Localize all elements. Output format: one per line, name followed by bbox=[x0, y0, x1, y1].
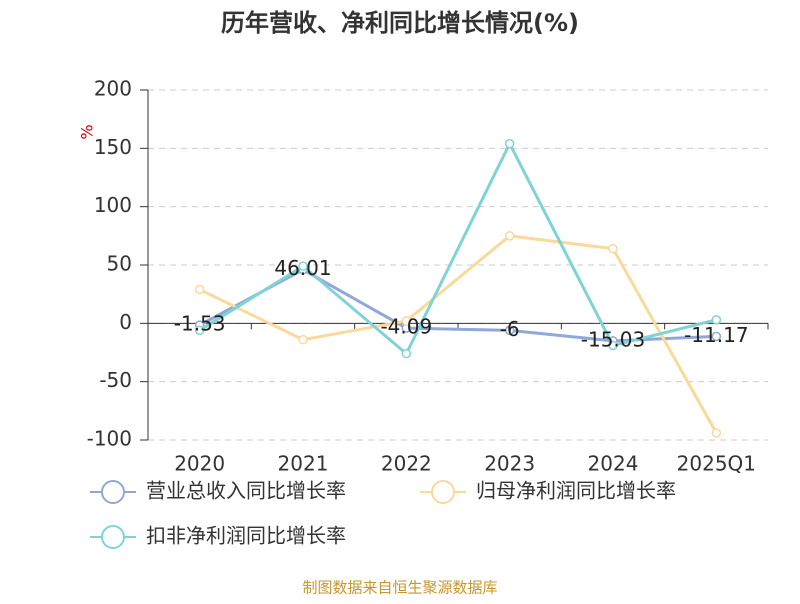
chart-title: 历年营收、净利同比增长情况(%) bbox=[221, 9, 579, 37]
legend-label: 归母净利润同比增长率 bbox=[476, 479, 676, 503]
data-label: 46.01 bbox=[274, 256, 331, 280]
data-point bbox=[711, 315, 722, 325]
data-label: -11.17 bbox=[684, 323, 748, 347]
legend-label: 扣非净利润同比增长率 bbox=[146, 524, 346, 548]
x-tick-label: 2024 bbox=[588, 452, 639, 476]
series-line bbox=[199, 234, 718, 434]
data-point bbox=[608, 340, 618, 351]
data-label: -4.09 bbox=[380, 315, 432, 339]
data-point bbox=[504, 325, 515, 336]
legend-label: 营业总收入同比增长率 bbox=[146, 479, 346, 503]
x-tick-label: 2022 bbox=[381, 452, 432, 476]
y-tick-label: -100 bbox=[87, 427, 132, 451]
x-tick-label: 2020 bbox=[174, 452, 225, 476]
y-tick-label: 50 bbox=[107, 252, 132, 276]
legend-marker bbox=[101, 480, 125, 504]
y-tick-label: 100 bbox=[94, 193, 132, 217]
data-point bbox=[401, 348, 412, 359]
y-axis-label: % bbox=[78, 124, 97, 139]
data-point bbox=[711, 428, 722, 438]
data-point bbox=[298, 334, 308, 345]
y-tick-label: -50 bbox=[99, 368, 132, 392]
y-tick-label: 200 bbox=[94, 77, 132, 101]
data-point bbox=[194, 325, 205, 336]
data-point bbox=[504, 138, 515, 149]
legend-marker bbox=[431, 480, 455, 504]
data-label: -1.53 bbox=[174, 312, 226, 336]
source-note: 制图数据来自恒生聚源数据库 bbox=[302, 579, 497, 597]
legend-marker bbox=[101, 525, 125, 549]
x-tick-label: 2023 bbox=[484, 452, 535, 476]
series-line bbox=[198, 140, 717, 357]
data-point bbox=[711, 331, 722, 342]
data-label: -15.03 bbox=[581, 327, 645, 351]
data-label: -6 bbox=[500, 317, 520, 341]
data-point bbox=[194, 284, 205, 295]
x-tick-label: 2025Q1 bbox=[677, 452, 756, 476]
data-point bbox=[298, 261, 308, 271]
x-tick-label: 2021 bbox=[278, 452, 329, 476]
data-point bbox=[504, 231, 515, 241]
data-point bbox=[608, 243, 618, 254]
data-point bbox=[401, 316, 412, 326]
y-tick-label: 0 bbox=[119, 310, 132, 334]
y-tick-label: 150 bbox=[94, 135, 132, 159]
